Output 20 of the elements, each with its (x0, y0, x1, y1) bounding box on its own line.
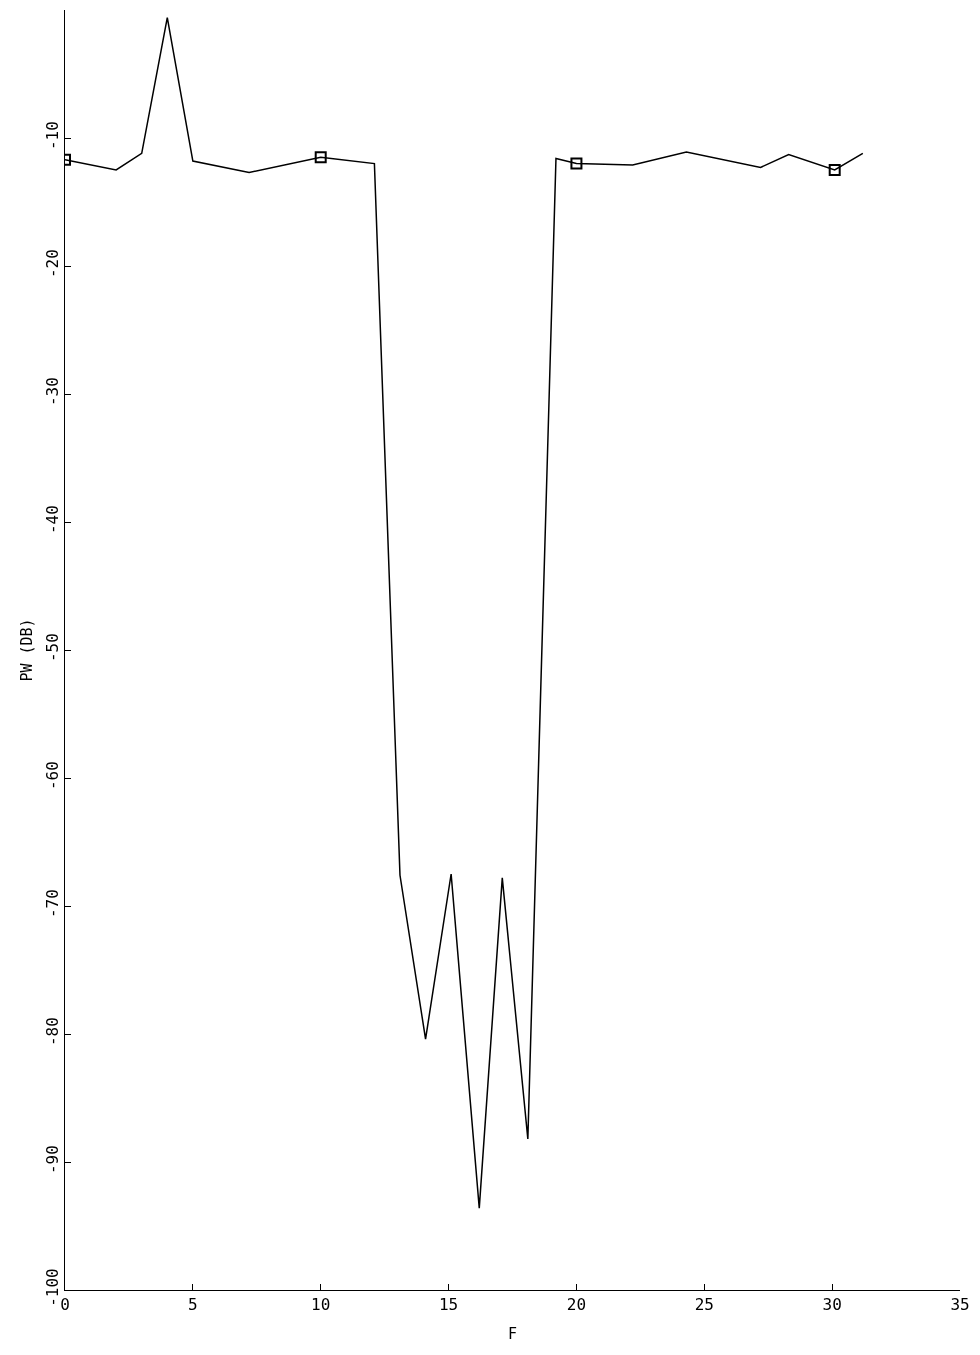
x-tick-label: 25 (694, 1295, 714, 1315)
y-tick-label: -60 (42, 761, 62, 791)
y-tick-label: -20 (42, 249, 62, 279)
y-tick-label: -30 (42, 377, 62, 407)
y-axis-title: PW (DB) (17, 618, 36, 682)
y-tick-label: -50 (42, 633, 62, 663)
x-tick-label: 0 (60, 1295, 70, 1315)
y-tick-label: -90 (42, 1145, 62, 1175)
y-tick-label: -10 (42, 121, 62, 151)
x-tick-label: 5 (188, 1295, 198, 1315)
y-tick-label: -80 (42, 1017, 62, 1047)
y-tick-label: -100 (42, 1268, 62, 1307)
x-tick-label: 10 (311, 1295, 331, 1315)
y-tick-label: -40 (42, 505, 62, 535)
x-tick-label: 15 (438, 1295, 459, 1315)
x-tick-label: 20 (566, 1295, 587, 1315)
x-axis-title: F (507, 1325, 518, 1344)
y-tick-label: -70 (42, 889, 62, 919)
x-tick-label: 30 (822, 1295, 842, 1315)
x-tick-label: 35 (950, 1295, 970, 1315)
